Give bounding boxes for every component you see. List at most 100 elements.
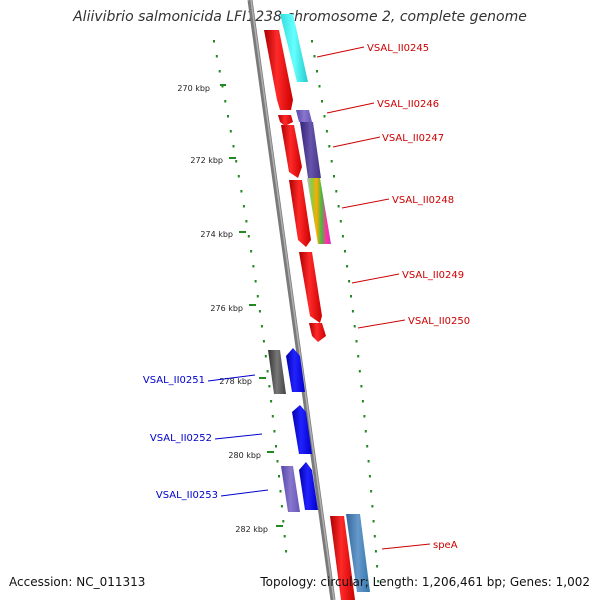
- ruler-label-272: 272 kbp: [190, 156, 223, 165]
- track-dot: [252, 265, 255, 268]
- accession-text: Accession: NC_011313: [9, 575, 146, 589]
- track-dot: [363, 415, 366, 418]
- ruler-label-280: 280 kbp: [228, 451, 261, 460]
- track-dot: [224, 100, 227, 103]
- track-dot: [357, 355, 360, 358]
- track-dot: [328, 145, 331, 148]
- gene-VSAL_II0247-purple[interactable]: [300, 122, 321, 178]
- label-leader: [332, 136, 381, 148]
- track-dot: [218, 70, 221, 73]
- track-dot: [325, 130, 328, 133]
- track-dot: [360, 385, 363, 388]
- gene-label-VSAL_II0251[interactable]: VSAL_II0251: [143, 375, 205, 386]
- track-dot: [247, 235, 250, 238]
- gene-VSAL_II0253-purple[interactable]: [281, 466, 300, 512]
- track-dot: [229, 130, 232, 133]
- track-dot: [270, 400, 273, 403]
- gene-label-VSAL_II0249[interactable]: VSAL_II0249: [402, 270, 464, 281]
- track-dot: [377, 580, 380, 583]
- ruler-label-278: 278 kbp: [219, 377, 252, 386]
- track-dot: [245, 220, 248, 223]
- track-dot: [311, 40, 313, 43]
- label-leader: [326, 102, 375, 114]
- gene-VSAL_II0246[interactable]: [278, 115, 293, 126]
- tick-track: [213, 40, 380, 583]
- track-dot: [371, 505, 374, 508]
- track-dot: [361, 400, 364, 403]
- genome-stats-text: Topology: circular; Length: 1,206,461 bp…: [260, 575, 590, 589]
- track-dot: [278, 475, 280, 478]
- label-leader: [351, 273, 400, 284]
- track-dot: [221, 85, 224, 88]
- gene-VSAL_II0248-multi[interactable]: [307, 178, 331, 244]
- forward-gene-labels: VSAL_II0245 VSAL_II0246 VSAL_II0247 VSAL…: [316, 43, 470, 551]
- track-dot: [351, 310, 354, 313]
- gene-label-VSAL_II0253[interactable]: VSAL_II0253: [156, 490, 218, 501]
- gene-VSAL_II0252[interactable]: [292, 405, 312, 454]
- track-dot: [358, 370, 361, 373]
- track-dot: [370, 490, 373, 493]
- gene-VSAL_II0250[interactable]: [309, 323, 326, 342]
- track-dot: [323, 115, 326, 118]
- track-dot: [353, 325, 356, 328]
- track-dot: [376, 565, 379, 568]
- track-dot: [258, 310, 261, 313]
- track-dot: [280, 505, 283, 508]
- gene-VSAL_II0251[interactable]: [286, 348, 305, 392]
- gene-VSAL_II0247[interactable]: [281, 125, 302, 178]
- gene-VSAL_II0248[interactable]: [289, 180, 311, 247]
- genome-backbone-highlight: [250, 0, 335, 600]
- track-dot: [350, 295, 352, 298]
- gene-speA[interactable]: [330, 516, 355, 600]
- track-dot: [355, 340, 358, 343]
- track-dot: [372, 520, 375, 523]
- track-dot: [250, 250, 253, 253]
- track-dot: [348, 280, 351, 283]
- gene-VSAL_II0249[interactable]: [299, 252, 322, 323]
- ruler-label-276: 276 kbp: [210, 304, 243, 313]
- gene-VSAL_II0253[interactable]: [299, 462, 318, 510]
- gene-VSAL_II0245-cyan[interactable]: [280, 14, 308, 82]
- track-dot: [366, 445, 369, 448]
- track-dot: [242, 205, 245, 208]
- track-dot: [335, 190, 338, 193]
- track-dot: [337, 205, 340, 208]
- reverse-gene-labels: VSAL_II0251 VSAL_II0252 VSAL_II0253: [143, 374, 269, 501]
- gene-label-speA[interactable]: speA: [433, 540, 458, 551]
- gene-label-VSAL_II0245[interactable]: VSAL_II0245: [367, 43, 429, 54]
- label-leader: [220, 489, 269, 497]
- gene-label-VSAL_II0250[interactable]: VSAL_II0250: [408, 316, 470, 327]
- label-leader: [316, 46, 365, 58]
- gene-label-VSAL_II0246[interactable]: VSAL_II0246: [377, 99, 439, 110]
- track-dot: [341, 235, 344, 238]
- track-dot: [279, 490, 282, 493]
- track-dot: [256, 295, 259, 298]
- track-dot: [264, 355, 267, 358]
- gene-VSAL_II0251-gray[interactable]: [268, 350, 286, 394]
- forward-genes: [264, 14, 370, 600]
- ruler-label-282: 282 kbp: [235, 525, 268, 534]
- track-dot: [275, 445, 277, 448]
- track-dot: [213, 40, 215, 43]
- track-dot: [283, 535, 286, 538]
- track-dot: [240, 190, 243, 193]
- gene-speA-steel[interactable]: [346, 514, 370, 592]
- gene-label-VSAL_II0252[interactable]: VSAL_II0252: [150, 433, 212, 444]
- track-dot: [364, 430, 367, 433]
- gene-VSAL_II0246-purple[interactable]: [296, 110, 312, 122]
- track-dot: [271, 415, 274, 418]
- gene-label-VSAL_II0247[interactable]: VSAL_II0247: [382, 133, 444, 144]
- ruler: 270 kbp 272 kbp 274 kbp 276 kbp 278 kbp …: [177, 84, 283, 534]
- track-dot: [367, 460, 370, 463]
- track-dot: [339, 220, 342, 223]
- track-dot: [260, 325, 263, 328]
- track-dot: [346, 265, 349, 268]
- gene-VSAL_II0245[interactable]: [264, 30, 293, 110]
- track-dot: [374, 550, 377, 553]
- track-dot: [333, 175, 335, 178]
- track-dot: [237, 175, 240, 178]
- label-leader: [214, 433, 263, 440]
- gene-label-VSAL_II0248[interactable]: VSAL_II0248: [392, 195, 454, 206]
- map-title: Aliivibrio salmonicida LFI1238 chromosom…: [73, 9, 527, 25]
